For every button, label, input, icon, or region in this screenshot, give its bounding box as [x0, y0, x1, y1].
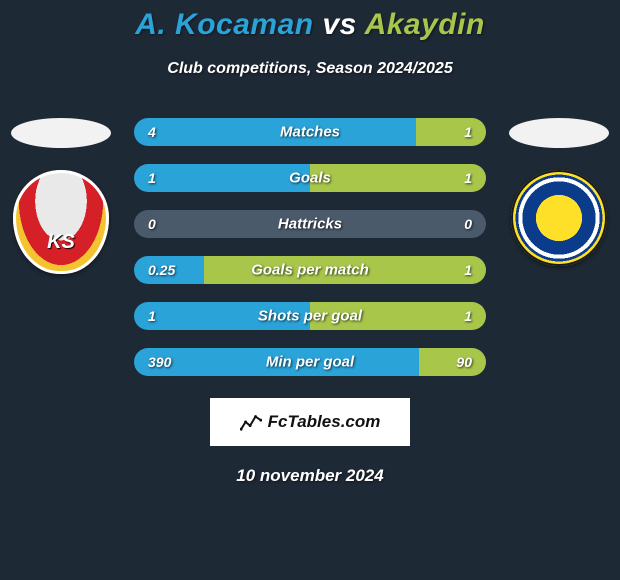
stat-value-left: 0	[148, 216, 156, 232]
stat-bar: Goals 1 1	[134, 164, 486, 192]
title-player-a: A. Kocaman	[135, 8, 313, 41]
stat-value-right: 90	[456, 354, 472, 370]
stat-value-right: 1	[464, 170, 472, 186]
club-badge-fenerbahce	[511, 170, 607, 266]
stat-label: Min per goal	[266, 354, 354, 371]
stat-value-left: 0.25	[148, 262, 175, 278]
stat-value-right: 1	[464, 308, 472, 324]
main-row: Matches 4 1 Goals 1 1 Hattricks 0 0 Goals per mat…	[0, 118, 620, 376]
stat-label: Goals per match	[251, 262, 369, 279]
watermark: FcTables.com	[210, 398, 410, 446]
stat-segment-left	[134, 164, 310, 192]
stat-bar: Goals per match 0.25 1	[134, 256, 486, 284]
comparison-infographic: A. Kocaman vs Akaydin Club competitions,…	[0, 0, 620, 486]
date: 10 november 2024	[0, 466, 620, 486]
stat-label: Hattricks	[278, 216, 342, 233]
watermark-text: FcTables.com	[268, 412, 381, 432]
stat-value-left: 4	[148, 124, 156, 140]
stat-bar: Shots per goal 1 1	[134, 302, 486, 330]
stat-segment-right	[416, 118, 486, 146]
stat-segment-right	[310, 164, 486, 192]
stat-segment-right	[419, 348, 486, 376]
player-silhouette-right	[509, 118, 609, 148]
stat-value-left: 1	[148, 308, 156, 324]
stats-column: Matches 4 1 Goals 1 1 Hattricks 0 0 Goals per mat…	[134, 118, 486, 376]
stat-label: Goals	[289, 170, 331, 187]
stat-value-left: 1	[148, 170, 156, 186]
left-player-column	[6, 118, 116, 274]
title-vs: vs	[322, 8, 356, 41]
club-badge-kayserispor	[13, 170, 109, 274]
stat-segment-left	[134, 118, 416, 146]
subtitle: Club competitions, Season 2024/2025	[0, 60, 620, 78]
right-player-column	[504, 118, 614, 266]
stat-value-right: 0	[464, 216, 472, 232]
chart-icon	[240, 413, 262, 431]
stat-value-right: 1	[464, 124, 472, 140]
player-silhouette-left	[11, 118, 111, 148]
title-player-b: Akaydin	[365, 8, 485, 41]
stat-value-right: 1	[464, 262, 472, 278]
stat-label: Shots per goal	[258, 308, 362, 325]
stat-label: Matches	[280, 124, 340, 141]
page-title: A. Kocaman vs Akaydin	[0, 8, 620, 42]
stat-bar: Min per goal 390 90	[134, 348, 486, 376]
stat-bar: Matches 4 1	[134, 118, 486, 146]
stat-bar: Hattricks 0 0	[134, 210, 486, 238]
stat-value-left: 390	[148, 354, 171, 370]
